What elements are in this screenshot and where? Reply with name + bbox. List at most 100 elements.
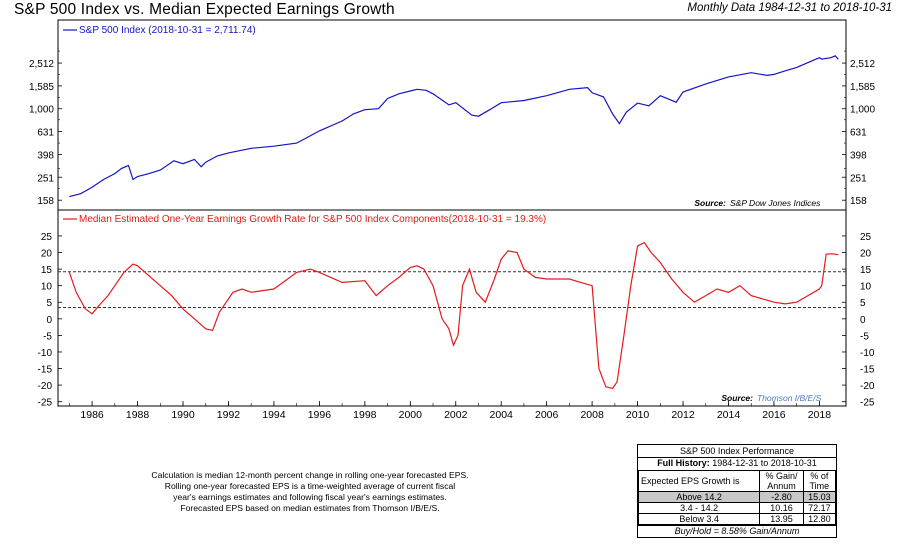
x-tick-label: 1996: [308, 409, 332, 421]
growth-source-label: Source:: [721, 393, 753, 403]
y-tick-label-left: 158: [37, 196, 54, 207]
growth-source-text: Thomson I/B/E/S: [757, 393, 822, 403]
y-tick-label-left: 20: [41, 249, 53, 260]
row-time: 72.17: [802, 502, 837, 514]
y-tick-label-right: 398: [850, 150, 867, 161]
x-tick-label: 1992: [217, 409, 241, 421]
x-tick-label: 1986: [80, 409, 104, 421]
y-tick-label-left: 5: [46, 298, 52, 309]
y-tick-label-right: -25: [860, 398, 875, 409]
x-tick-label: 2002: [444, 409, 468, 421]
y-tick-label-left: -25: [38, 398, 53, 409]
y-tick-label-right: -15: [860, 365, 875, 376]
growth-legend: Median Estimated One-Year Earnings Growt…: [79, 214, 546, 225]
y-tick-label-left: -20: [38, 381, 53, 392]
y-tick-label-right: 2,512: [850, 59, 875, 70]
x-tick-label: 2000: [399, 409, 423, 421]
row-time: 12.80: [802, 513, 837, 525]
footnote: Calculation is median 12-month percent c…: [60, 470, 560, 514]
sp500-source-text: S&P Dow Jones Indices: [730, 198, 821, 208]
y-tick-label-right: 0: [860, 315, 866, 326]
gain-header-top: % Gain/: [765, 471, 798, 481]
growth-panel: Median Estimated One-Year Earnings Growt…: [38, 214, 875, 409]
x-tick-label: 2004: [490, 409, 514, 421]
table-row: Above 14.2 -2.80 15.03: [637, 491, 837, 503]
y-tick-label-right: 5: [860, 298, 866, 309]
y-tick-label-right: 1,000: [850, 105, 875, 116]
x-tick-label: 2006: [535, 409, 559, 421]
y-tick-label-right: 15: [860, 265, 872, 276]
y-tick-label-left: 2,512: [29, 59, 54, 70]
growth-series-line: [68, 241, 839, 390]
footnote-line: Rolling one-year forecasted EPS is a tim…: [164, 481, 456, 491]
y-tick-label-right: -20: [860, 381, 875, 392]
x-tick-label: 2008: [580, 409, 604, 421]
row-label: Below 3.4: [637, 513, 761, 525]
x-tick-label: 2018: [808, 409, 832, 421]
table-row: 3.4 - 14.2 10.16 72.17: [637, 502, 837, 514]
row-label-header: Expected EPS Growth is: [637, 470, 761, 492]
chart-title: S&P 500 Index vs. Median Expected Earnin…: [14, 1, 395, 18]
x-tick-label: 1998: [353, 409, 377, 421]
x-tick-label: 2016: [762, 409, 786, 421]
time-header: % of Time: [802, 470, 837, 492]
y-tick-label-right: -10: [860, 348, 875, 359]
sp500-source-label: Source:: [694, 198, 726, 208]
y-tick-label-left: 15: [41, 265, 53, 276]
full-history: Full History: 1984-12-31 to 2018-10-31: [638, 458, 836, 470]
gain-header: % Gain/Annum: [759, 470, 804, 492]
time-header-top: % of: [810, 471, 829, 481]
footnote-line: Forecasted EPS based on median estimates…: [180, 503, 440, 513]
y-tick-label-right: 20: [860, 249, 872, 260]
full-history-label: Full History:: [657, 458, 710, 468]
x-tick-label: 1990: [171, 409, 195, 421]
performance-table: S&P 500 Index Performance Full History: …: [637, 444, 837, 538]
sp500-legend: S&P 500 Index (2018-10-31 = 2,711.74): [79, 25, 256, 36]
y-tick-label-right: 251: [850, 173, 867, 184]
table-row: Below 3.4 13.95 12.80: [637, 513, 837, 525]
footnote-line: Calculation is median 12-month percent c…: [151, 470, 469, 480]
y-tick-label-left: 25: [41, 232, 53, 243]
row-label: Above 14.2: [637, 491, 761, 503]
y-tick-label-left: 1,585: [29, 82, 54, 93]
y-tick-label-left: 0: [46, 315, 52, 326]
buy-hold: Buy/Hold = 8.58% Gain/Annum: [638, 525, 836, 537]
full-history-value: 1984-12-31 to 2018-10-31: [712, 458, 817, 468]
y-tick-label-right: 158: [850, 196, 867, 207]
row-gain: 13.95: [759, 513, 804, 525]
x-tick-label: 2012: [671, 409, 695, 421]
x-tick-label: 1994: [262, 409, 286, 421]
y-tick-label-left: -10: [38, 348, 53, 359]
footnote-line: year's earnings estimates and following …: [173, 492, 447, 502]
chart-subtitle: Monthly Data 1984-12-31 to 2018-10-31: [687, 2, 892, 14]
y-tick-label-left: 10: [41, 282, 53, 293]
row-gain: 10.16: [759, 502, 804, 514]
performance-grid: Expected EPS Growth is % Gain/Annum % of…: [637, 470, 837, 525]
y-tick-label-left: 1,000: [29, 105, 54, 116]
row-label: 3.4 - 14.2: [637, 502, 761, 514]
y-tick-label-right: 1,585: [850, 82, 875, 93]
y-tick-label-left: -15: [38, 365, 53, 376]
y-tick-label-left: 251: [37, 173, 54, 184]
time-header-bottom: Time: [809, 481, 830, 491]
sp500-series-line: [69, 55, 839, 198]
y-tick-label-left: 631: [37, 128, 54, 139]
plot-frame: [57, 19, 847, 407]
y-tick-label-right: 631: [850, 128, 867, 139]
gain-header-bottom: Annum: [767, 481, 796, 491]
y-tick-label-right: -5: [860, 331, 869, 342]
sp500-panel: S&P 500 Index (2018-10-31 = 2,711.74) So…: [29, 25, 875, 208]
table-header-row: Expected EPS Growth is % Gain/Annum % of…: [637, 470, 837, 492]
row-time: 15.03: [802, 491, 837, 503]
y-tick-label-right: 10: [860, 282, 872, 293]
x-tick-label: 2010: [626, 409, 650, 421]
performance-heading: S&P 500 Index Performance: [638, 445, 836, 458]
y-tick-label-left: -5: [43, 331, 52, 342]
y-tick-label-left: 398: [37, 150, 54, 161]
x-tick-label: 1988: [126, 409, 150, 421]
x-axis: 1986 1988 1990 1992 1994 1996 1998 2000 2002 2004…: [69, 401, 831, 421]
x-tick-label: 2014: [717, 409, 741, 421]
y-tick-label-right: 25: [860, 232, 872, 243]
row-gain: -2.80: [759, 491, 804, 503]
